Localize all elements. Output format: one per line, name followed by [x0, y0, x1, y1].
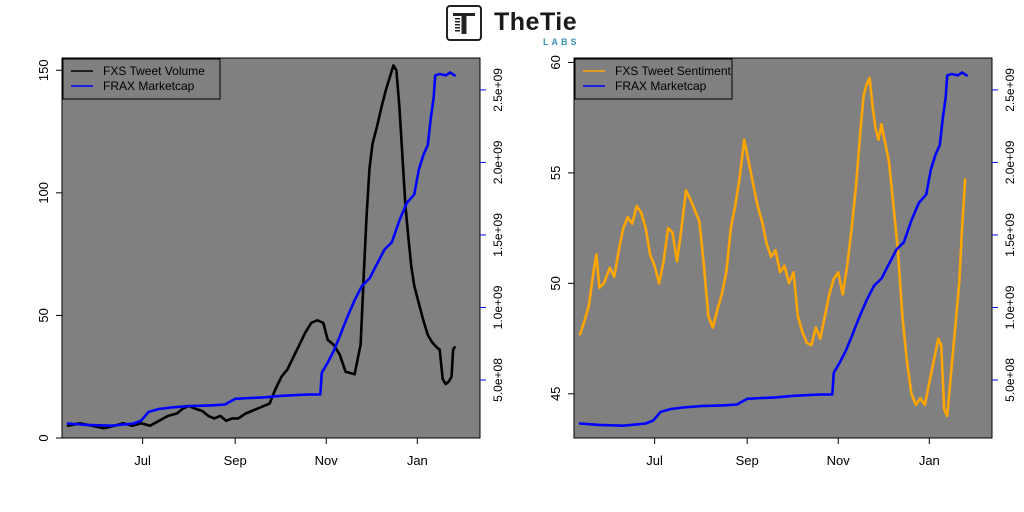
y-left-tick-label: 55 — [548, 166, 563, 180]
y-left-tick-label: 50 — [36, 308, 51, 322]
plot-frame — [573, 57, 993, 439]
y-right-tick-label: 2.0e+09 — [1003, 140, 1017, 184]
x-tick-label: Sep — [224, 453, 247, 468]
plot-area — [62, 58, 480, 438]
x-tick-label: Sep — [736, 453, 759, 468]
y-left-tick-label: 0 — [36, 434, 51, 441]
x-tick-label: Jul — [134, 453, 151, 468]
legend-label: FRAX Marketcap — [103, 79, 195, 93]
y-left-tick-label: 45 — [548, 387, 563, 401]
y-right-tick-label: 5.0e+08 — [491, 358, 505, 402]
x-tick-label: Jul — [646, 453, 663, 468]
x-tick-label: Jan — [407, 453, 428, 468]
y-right-tick-label: 1.5e+09 — [1003, 213, 1017, 257]
thetie-logo-icon — [446, 5, 482, 41]
chart-left: Jul Sep Nov Jan 0 50 100 150 5.0e+08 1.0e+09 1.5e+… — [36, 57, 505, 468]
y-right-tick-label: 1.0e+09 — [1003, 285, 1017, 329]
y-right-tick-label: 1.0e+09 — [491, 285, 505, 329]
y-right-tick-label: 2.5e+09 — [1003, 68, 1017, 112]
legend — [62, 58, 221, 100]
header: TheTie LABS — [0, 0, 1024, 52]
brand-sub: LABS — [543, 37, 580, 47]
chart-right: Jul Sep Nov Jan 45 50 55 60 5.0e+08 1.0e+09 1.5e+0… — [548, 55, 1017, 468]
plot-frame — [61, 57, 481, 439]
x-tick-label: Jan — [919, 453, 940, 468]
legend-label: FXS Tweet Sentiment — [615, 64, 732, 78]
x-tick-label: Nov — [827, 453, 851, 468]
legend-label: FRAX Marketcap — [615, 79, 707, 93]
legend-label: FXS Tweet Volume — [103, 64, 205, 78]
x-tick-label: Nov — [315, 453, 339, 468]
y-left-tick-label: 60 — [548, 55, 563, 69]
series-line-frax-marketcap — [578, 71, 968, 428]
plot-area — [574, 58, 992, 438]
series-line-frax-marketcap — [66, 71, 456, 428]
y-left-tick-label: 50 — [548, 276, 563, 290]
series-line-fxs-tweet-volume — [66, 64, 456, 430]
y-right-tick-label: 2.0e+09 — [491, 140, 505, 184]
series-line-fxs-tweet-sentiment — [578, 76, 967, 418]
legend — [574, 58, 733, 100]
y-right-tick-label: 5.0e+08 — [1003, 358, 1017, 402]
y-left-tick-label: 100 — [36, 182, 51, 204]
y-left-tick-label: 150 — [36, 59, 51, 81]
brand-name: TheTie — [494, 8, 578, 36]
y-right-tick-label: 1.5e+09 — [491, 213, 505, 257]
y-right-tick-label: 2.5e+09 — [491, 68, 505, 112]
